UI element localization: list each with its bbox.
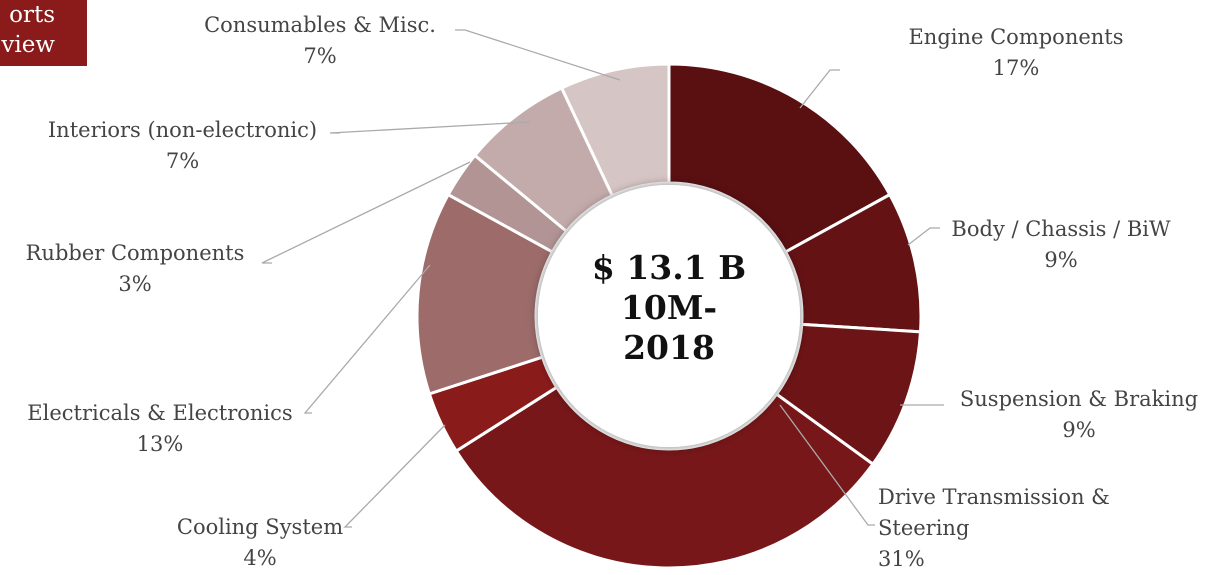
value-label: 31% (878, 547, 925, 571)
category-label: Body / Chassis / BiW (951, 217, 1171, 241)
leader-line (779, 404, 875, 526)
badge: orts view (0, 0, 87, 66)
value-label: 7% (303, 44, 337, 68)
slice-label: Consumables & Misc. 7% (180, 10, 460, 72)
category-label: Cooling System (176, 515, 344, 539)
category-label: Interiors (non-electronic) (47, 118, 318, 142)
category-label: Drive Transmission & Steering (878, 485, 1110, 540)
center-line: 10M- (620, 288, 718, 327)
center-line: 2018 (623, 328, 715, 367)
donut-slice (667, 62, 892, 254)
category-label: Rubber Components (25, 241, 245, 265)
donut-slice (454, 385, 875, 569)
slice-label: Suspension & Braking 9% (944, 384, 1211, 446)
slice-label: Body / Chassis / BiW 9% (936, 214, 1186, 276)
value-label: 17% (992, 56, 1040, 80)
slice-label: Cooling System 4% (160, 512, 360, 574)
badge-line: orts (9, 2, 55, 28)
category-label: Consumables & Misc. (204, 13, 436, 37)
leader-line (455, 29, 621, 81)
leader-line (303, 264, 431, 414)
badge-line: view (1, 32, 55, 58)
slice-label: Rubber Components 3% (0, 238, 270, 300)
center-line: $ 13.1 B (591, 248, 747, 287)
donut-slice (559, 62, 671, 198)
value-label: 9% (1044, 248, 1078, 272)
value-label: 7% (165, 149, 200, 173)
donut-hole (538, 185, 800, 447)
category-label: Suspension & Braking (959, 387, 1199, 411)
leader-line (329, 121, 531, 134)
leader-line (261, 161, 471, 264)
slice-label: Drive Transmission & Steering 31% (878, 482, 1118, 575)
leader-line (799, 69, 840, 109)
slice-label: Engine Components 17% (896, 22, 1136, 84)
slice-label: Interiors (non-electronic) 7% (20, 115, 345, 177)
value-label: 4% (243, 546, 277, 570)
category-label: Engine Components (908, 25, 1124, 49)
leader-line (343, 424, 446, 528)
value-label: 3% (118, 272, 152, 296)
slice-label: Electricals & Electronics 13% (10, 398, 310, 460)
value-label: 13% (136, 432, 184, 456)
center-label: $ 13.1 B 10M- 2018 (569, 248, 769, 368)
leader-line (907, 227, 940, 246)
category-label: Electricals & Electronics (27, 401, 293, 425)
value-label: 9% (1062, 418, 1096, 442)
